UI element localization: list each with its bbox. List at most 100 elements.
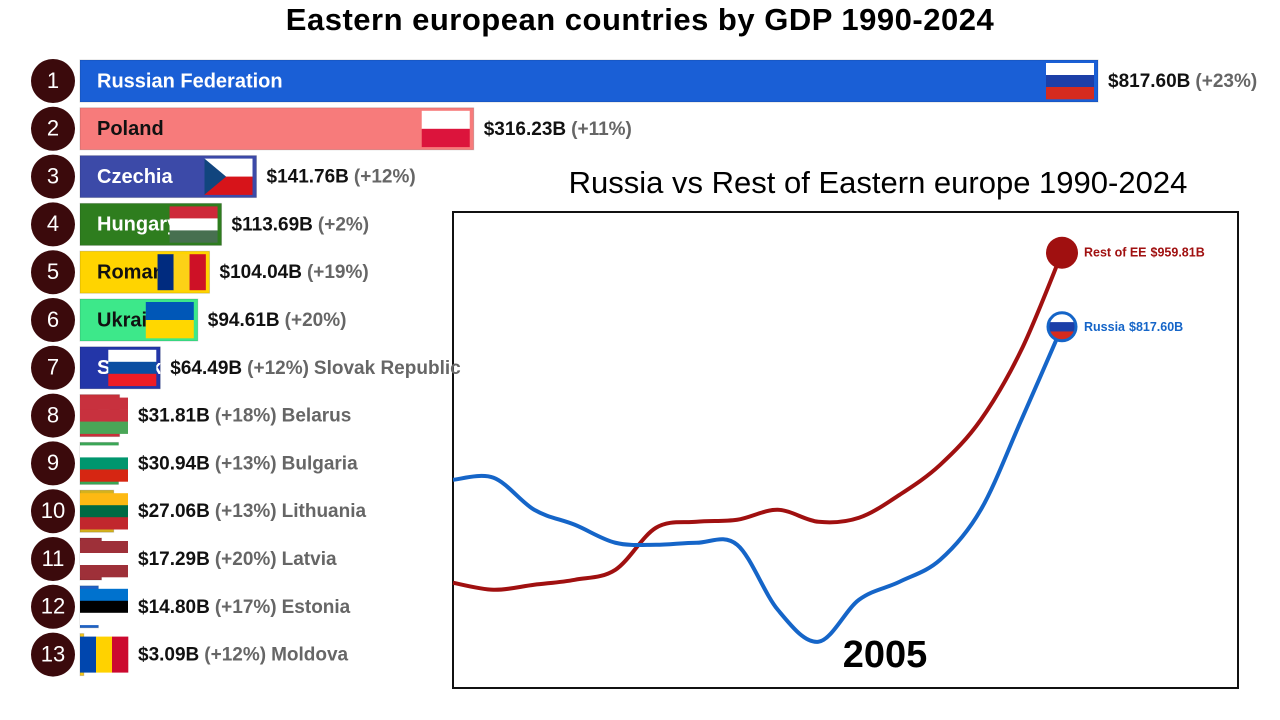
rank-badge bbox=[31, 202, 75, 247]
value: $104.04B bbox=[220, 262, 302, 283]
value-label: $141.76B (+12%) bbox=[267, 167, 416, 188]
end-marker bbox=[1046, 236, 1078, 269]
rank-badge bbox=[31, 489, 75, 534]
change: (+12%) bbox=[247, 358, 309, 379]
value-label: $113.69B (+2%) bbox=[232, 214, 370, 235]
line bbox=[452, 251, 1064, 592]
bar bbox=[79, 107, 475, 151]
bar-label: Czechia bbox=[97, 166, 173, 188]
value-label: $316.23B (+11%) bbox=[484, 119, 632, 140]
rank: 7 bbox=[47, 355, 59, 380]
flag bbox=[145, 302, 194, 339]
flag bbox=[157, 254, 206, 291]
rank-badge bbox=[31, 59, 75, 103]
value: $316.23B bbox=[484, 119, 566, 140]
value-label: $31.81B (+18%) Belarus bbox=[138, 406, 351, 427]
bar-label: Hungary bbox=[97, 214, 179, 236]
rank-badge bbox=[31, 298, 75, 342]
rank-badge bbox=[31, 106, 75, 151]
change: (+12%) bbox=[354, 167, 416, 188]
value: $27.06B bbox=[138, 501, 210, 522]
rank: 6 bbox=[47, 307, 59, 332]
flag bbox=[421, 110, 470, 148]
value-label: $27.06B (+13%) Lithuania bbox=[138, 501, 367, 522]
value: $113.69B bbox=[232, 214, 313, 235]
flag bbox=[80, 493, 128, 530]
country-name: Lithuania bbox=[282, 501, 367, 522]
value: $14.80B bbox=[138, 597, 210, 618]
flag bbox=[80, 588, 128, 626]
value-label: $30.94B (+13%) Bulgaria bbox=[138, 453, 358, 474]
value-label: $64.49B (+12%) Slovak Republic bbox=[170, 358, 461, 379]
rank: 10 bbox=[41, 498, 65, 523]
line bbox=[452, 325, 1064, 644]
rank: 3 bbox=[47, 163, 59, 188]
rank-badge bbox=[31, 584, 75, 629]
rank: 13 bbox=[41, 641, 65, 666]
value: $17.29B bbox=[138, 549, 210, 570]
change: (+17%) bbox=[215, 597, 277, 618]
value: $817.60B bbox=[1108, 71, 1190, 92]
rank-badge bbox=[31, 393, 75, 438]
flag bbox=[1046, 63, 1094, 100]
year-label: 2005 bbox=[843, 634, 928, 676]
end-label: Rest of EE $959.81B bbox=[1084, 246, 1205, 260]
value-label: $817.60B (+23%) bbox=[1108, 71, 1257, 92]
value-label: $14.80B (+17%) Estonia bbox=[138, 597, 351, 618]
value: $94.61B bbox=[208, 310, 280, 331]
value-label: $17.29B (+20%) Latvia bbox=[138, 549, 337, 570]
flag bbox=[80, 636, 129, 673]
chart-title: Eastern european countries by GDP 1990-2… bbox=[286, 2, 995, 37]
flag bbox=[108, 349, 157, 387]
line-title: Russia vs Rest of Eastern europe 1990-20… bbox=[569, 165, 1188, 200]
value: $141.76B bbox=[267, 167, 349, 188]
end-value: $817.60B bbox=[1129, 320, 1183, 334]
rank-badge bbox=[31, 154, 75, 199]
flag bbox=[169, 206, 218, 243]
value: $30.94B bbox=[138, 453, 210, 474]
value-label: $104.04B (+19%) bbox=[220, 262, 369, 283]
rank: 4 bbox=[47, 211, 59, 236]
country-name: Latvia bbox=[282, 549, 337, 570]
rank-badge bbox=[31, 441, 75, 486]
bar-label: Russian Federation bbox=[97, 70, 283, 92]
line-frame bbox=[452, 211, 1239, 689]
rank: 11 bbox=[42, 546, 65, 571]
change: (+12%) bbox=[204, 645, 266, 666]
rank: 1 bbox=[47, 68, 59, 93]
flag bbox=[1048, 312, 1076, 341]
value: $3.09B bbox=[138, 645, 199, 666]
value-label: $3.09B (+12%) Moldova bbox=[138, 645, 349, 666]
end-value: $959.81B bbox=[1151, 246, 1205, 260]
flag bbox=[80, 397, 128, 434]
rank-badge bbox=[31, 250, 75, 295]
end-label: Russia $817.60B bbox=[1084, 320, 1183, 334]
change: (+20%) bbox=[285, 310, 347, 331]
rank: 2 bbox=[47, 116, 59, 141]
value-label: $94.61B (+20%) bbox=[208, 310, 347, 331]
flag bbox=[80, 445, 128, 482]
bar-label: Poland bbox=[97, 118, 164, 140]
rank-badge bbox=[31, 632, 75, 677]
bar bbox=[79, 59, 1099, 103]
rank: 9 bbox=[47, 450, 59, 475]
change: (+13%) bbox=[215, 453, 277, 474]
country-name: Estonia bbox=[282, 597, 351, 618]
country-name: Slovak Republic bbox=[314, 358, 461, 379]
country-name: Bulgaria bbox=[282, 453, 358, 474]
value: $64.49B bbox=[170, 358, 242, 379]
change: (+20%) bbox=[215, 549, 277, 570]
flag bbox=[204, 158, 253, 195]
change: (+13%) bbox=[215, 501, 277, 522]
change: (+18%) bbox=[215, 406, 277, 427]
legend-name: Russia bbox=[1084, 320, 1126, 334]
flag bbox=[80, 541, 128, 578]
end-marker bbox=[1046, 311, 1078, 343]
change: (+19%) bbox=[307, 262, 369, 283]
rank: 5 bbox=[47, 259, 59, 284]
rank-badge bbox=[31, 345, 75, 390]
change: (+11%) bbox=[571, 119, 632, 140]
country-name: Belarus bbox=[282, 406, 352, 427]
country-name: Moldova bbox=[271, 645, 348, 666]
